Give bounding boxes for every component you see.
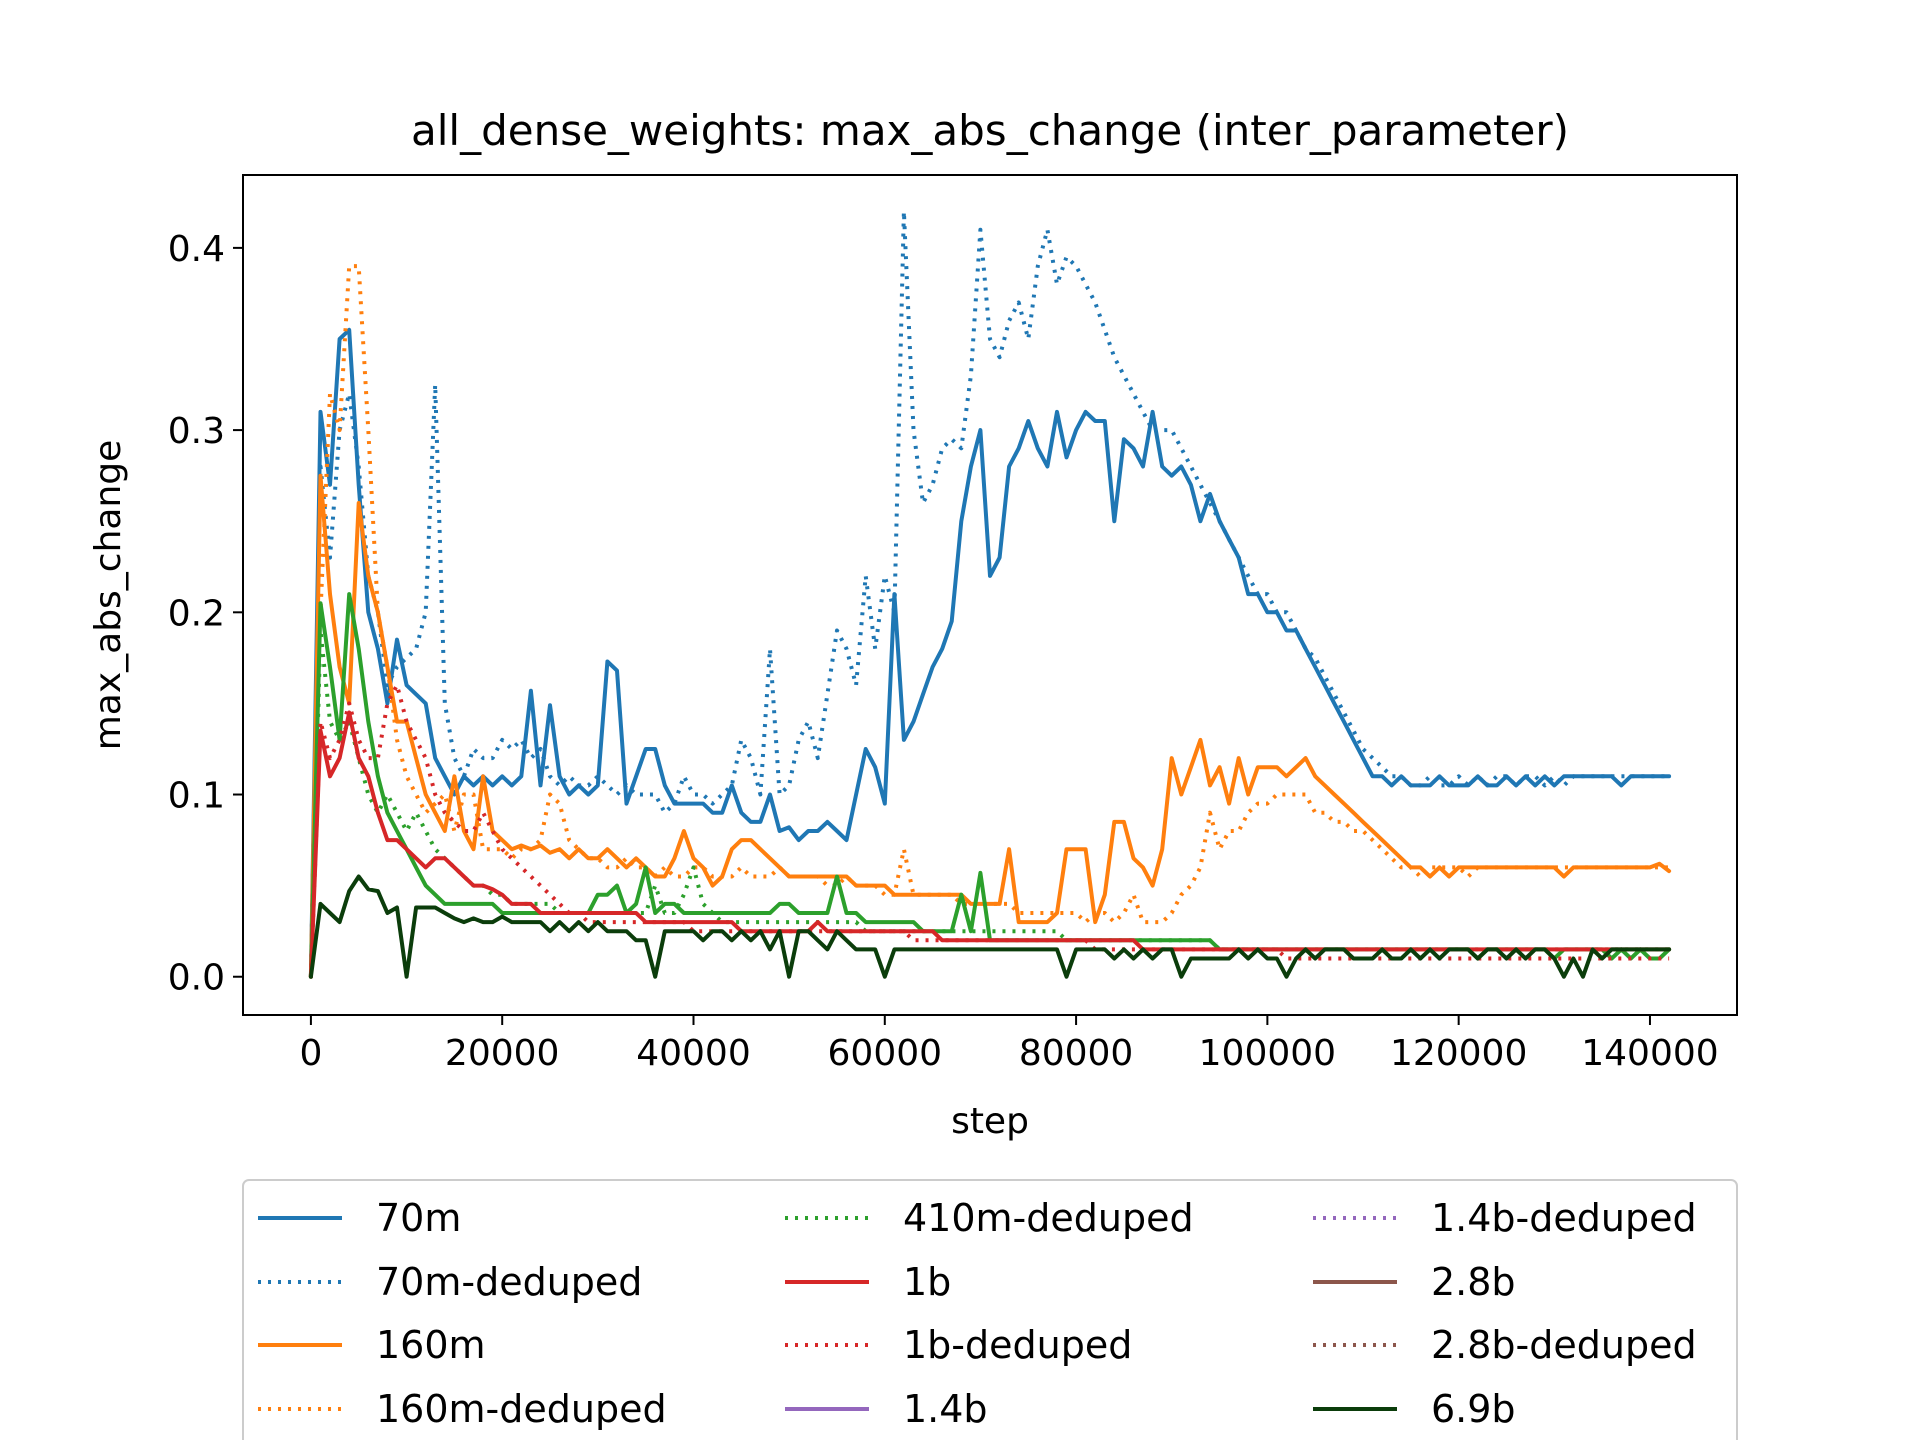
legend-label: 1.4b-deduped (1431, 1196, 1697, 1240)
legend-entry-70m: 70m (258, 1196, 461, 1240)
legend-label: 1.4b (903, 1387, 988, 1431)
x-axis-ticks: 0 20000 40000 60000 80000 100000 120000 140000 (299, 1015, 1719, 1074)
legend-label: 1b-deduped (903, 1323, 1132, 1367)
legend-entry-70m-deduped: 70m-deduped (258, 1260, 642, 1304)
x-axis-label: step (951, 1101, 1029, 1142)
y-tick-label: 0.3 (168, 411, 225, 452)
series-line-1b (308, 710, 1672, 979)
y-tick-label: 0.0 (168, 958, 225, 999)
legend-entry-6.9b: 6.9b (1313, 1387, 1516, 1431)
x-tick-label: 40000 (636, 1033, 751, 1074)
legend-label: 410m-deduped (903, 1196, 1194, 1240)
series-line-70m-deduped (308, 209, 1670, 977)
x-tick-label: 20000 (445, 1033, 560, 1074)
chart-title: all_dense_weights: max_abs_change (inter… (411, 106, 1569, 155)
legend-label: 2.8b (1431, 1260, 1516, 1304)
x-tick-label: 60000 (828, 1033, 943, 1074)
legend-label: 70m (376, 1196, 461, 1240)
legend: 70m 70m-deduped 160m 160m-deduped 410m-dedup… (242, 1179, 1738, 1440)
plot-frame (242, 174, 1738, 1016)
legend-label: 70m-deduped (376, 1260, 642, 1304)
legend-label: 6.9b (1431, 1387, 1516, 1431)
series-line-70m (308, 327, 1672, 979)
x-tick-label: 100000 (1199, 1033, 1336, 1074)
y-tick-label: 0.1 (168, 776, 225, 817)
legend-entry-1.4b-deduped: 1.4b-deduped (1313, 1196, 1697, 1240)
series-line-6.9b (308, 874, 1672, 979)
legend-entry-1b: 1b (785, 1260, 951, 1304)
legend-entry-1.4b: 1.4b (785, 1387, 988, 1431)
y-axis-ticks: 0.0 0.1 0.2 0.3 0.4 (168, 229, 243, 999)
x-tick-label: 140000 (1581, 1033, 1718, 1074)
legend-entry-410m-deduped: 410m-deduped (785, 1196, 1194, 1240)
legend-entry-2.8b: 2.8b (1313, 1260, 1516, 1304)
legend-label: 1b (903, 1260, 951, 1304)
series-line-160m-deduped (308, 264, 1670, 977)
legend-label: 160m-deduped (376, 1387, 667, 1431)
x-tick-label: 120000 (1390, 1033, 1527, 1074)
legend-entry-160m: 160m (258, 1323, 486, 1367)
series-line-410m-deduped (308, 628, 1670, 977)
legend-frame (242, 1179, 1738, 1440)
y-tick-label: 0.2 (168, 593, 225, 634)
y-tick-label: 0.4 (168, 229, 225, 270)
series-layer (308, 209, 1672, 979)
x-tick-label: 80000 (1019, 1033, 1134, 1074)
legend-label: 160m (376, 1323, 486, 1367)
legend-entry-160m-deduped: 160m-deduped (258, 1387, 667, 1431)
legend-label: 2.8b-deduped (1431, 1323, 1697, 1367)
legend-entry-2.8b-deduped: 2.8b-deduped (1313, 1323, 1697, 1367)
legend-items: 70m 70m-deduped 160m 160m-deduped 410m-dedup… (258, 1196, 1697, 1431)
x-tick-label: 0 (299, 1033, 322, 1074)
legend-entry-1b-deduped: 1b-deduped (785, 1323, 1132, 1367)
y-axis-label: max_abs_change (88, 440, 129, 751)
series-line-160m (308, 473, 1672, 979)
